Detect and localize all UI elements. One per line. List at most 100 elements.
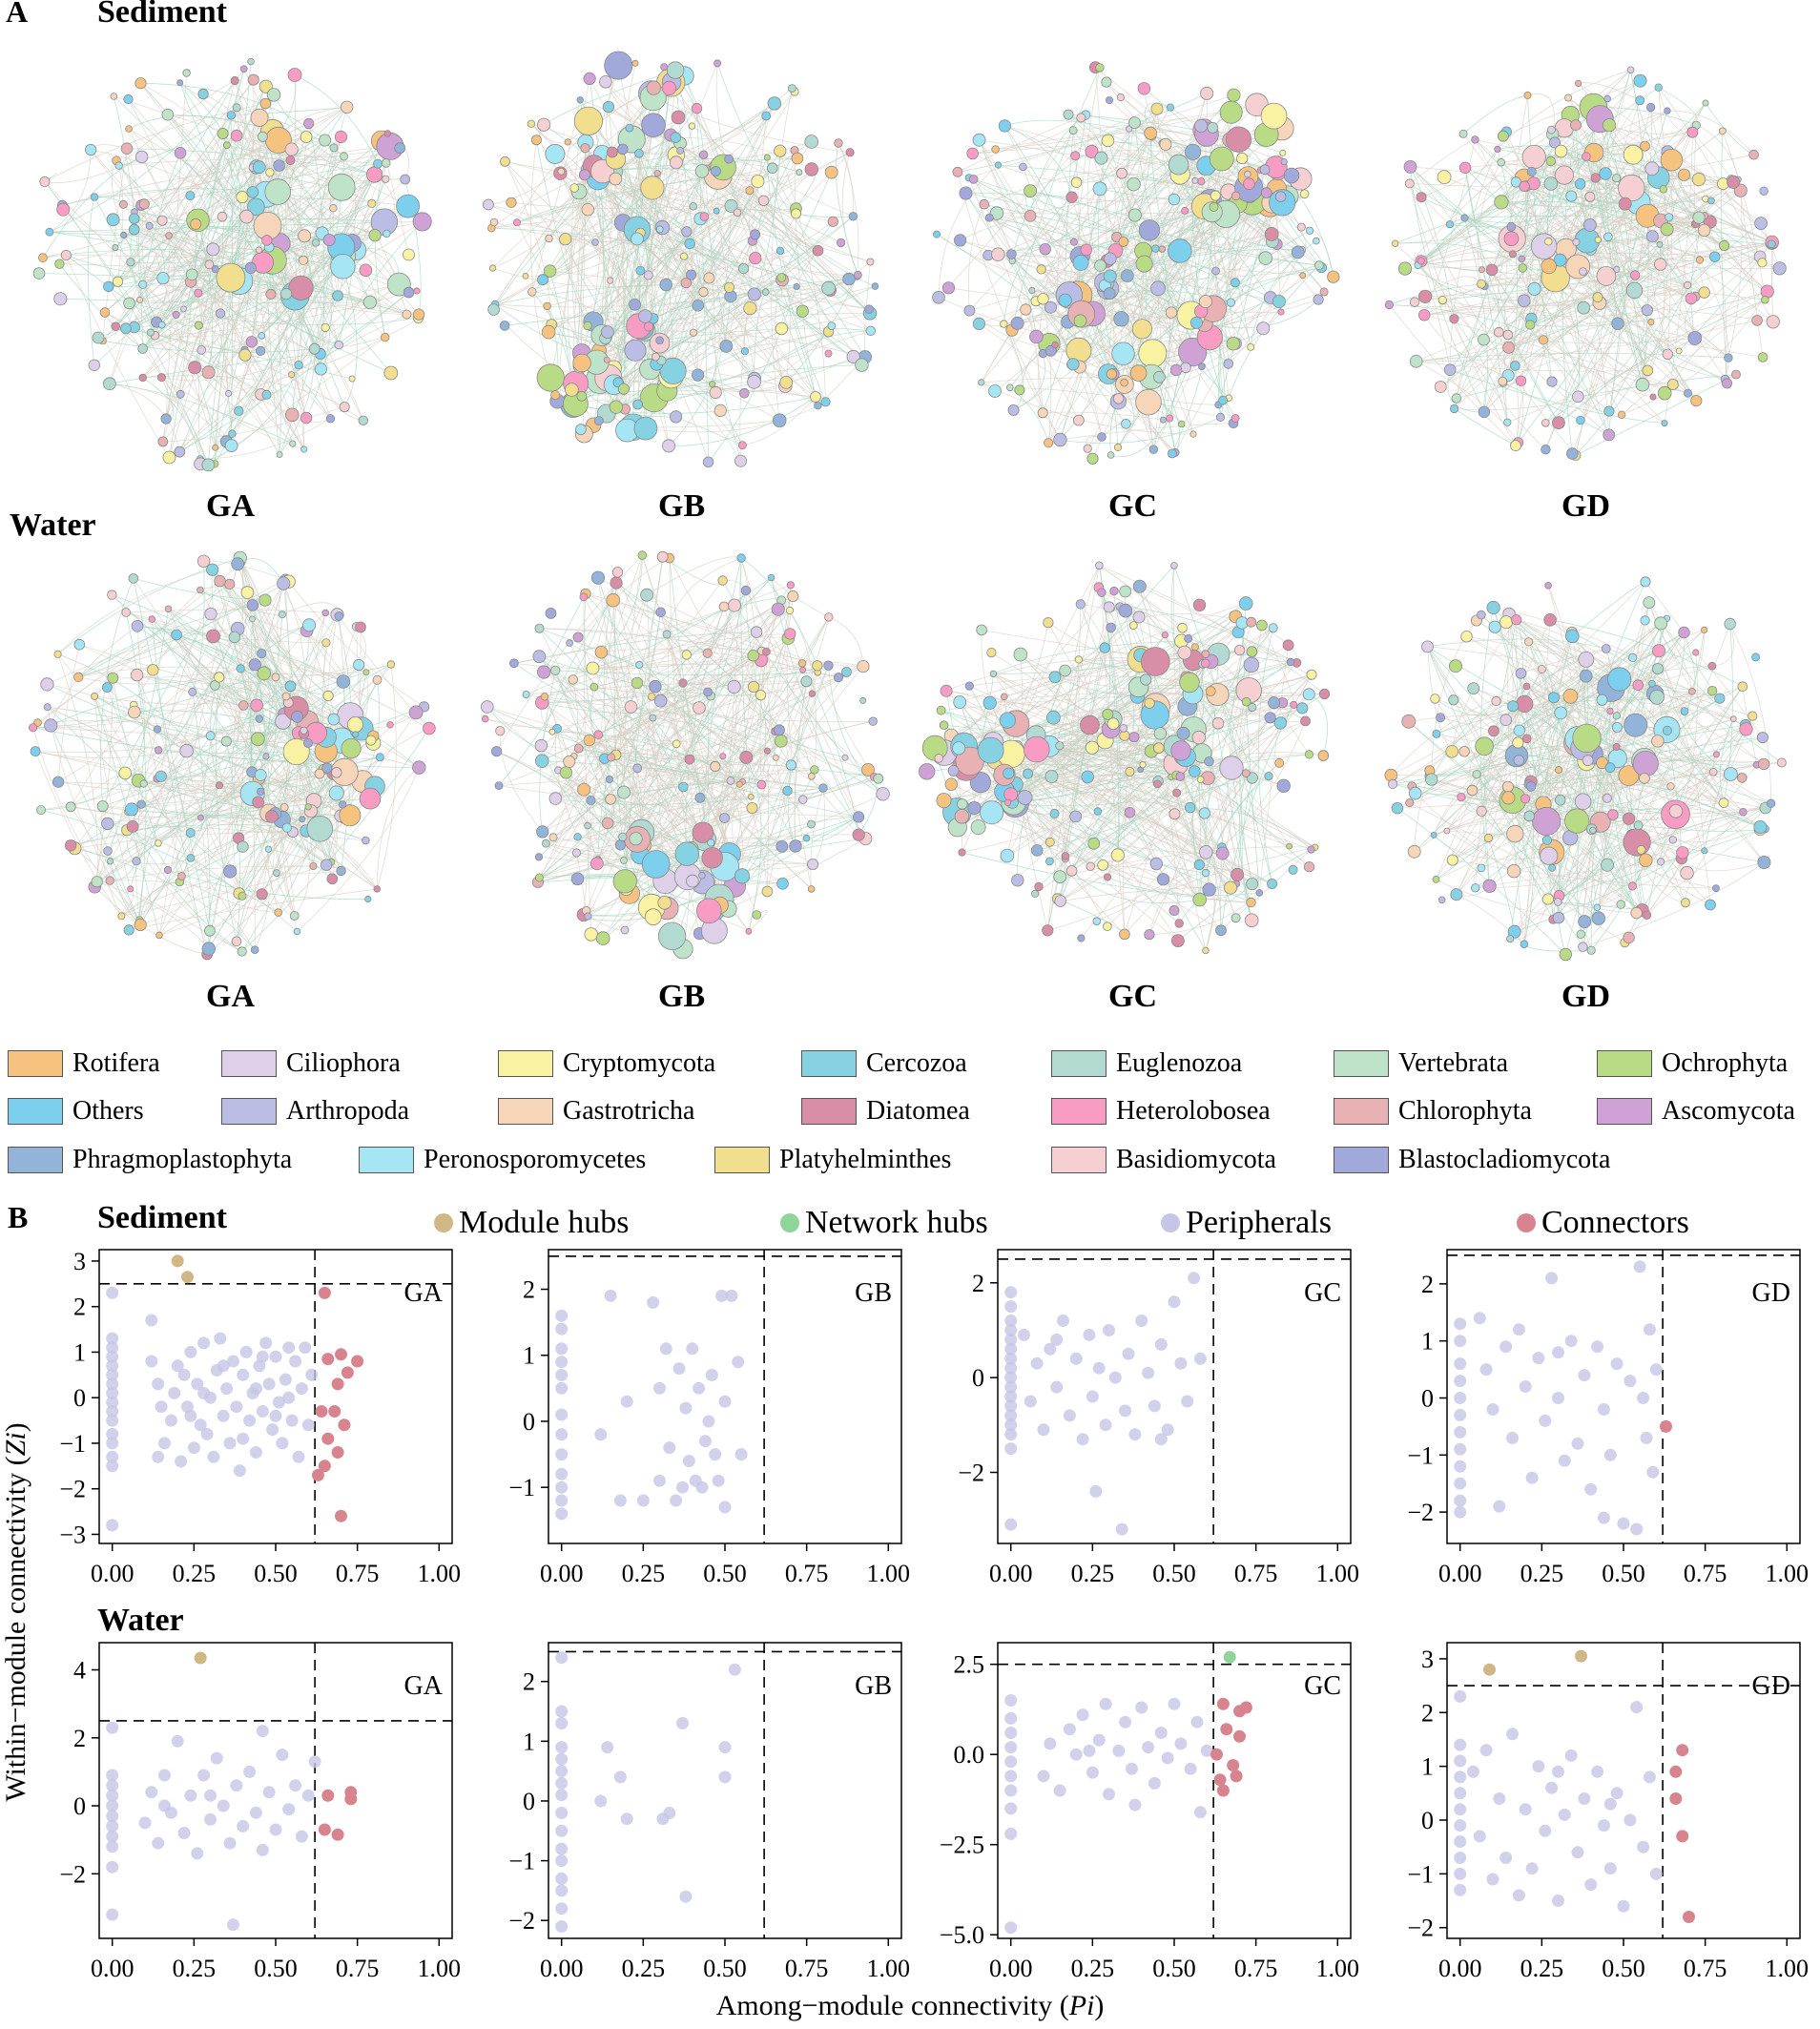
network-node	[348, 375, 356, 383]
network-node	[329, 203, 338, 213]
network-edge	[236, 135, 307, 151]
network-node	[32, 267, 46, 280]
network-edge	[49, 149, 92, 233]
network-node	[60, 249, 72, 260]
network-edge	[697, 141, 813, 376]
network-node	[314, 362, 327, 376]
network-node	[128, 223, 140, 236]
network-node	[256, 345, 266, 356]
network-edge	[765, 276, 858, 298]
network-node	[88, 359, 101, 372]
network-node	[325, 414, 336, 424]
network-edge	[641, 82, 672, 328]
network-edge	[838, 142, 859, 277]
network-edge	[222, 133, 291, 161]
network-edge	[256, 74, 297, 168]
network-node	[212, 444, 219, 451]
network-edge	[574, 187, 744, 269]
network-edge	[234, 80, 305, 450]
network-edge	[780, 172, 833, 279]
network-edge	[273, 94, 375, 176]
network-node	[396, 194, 421, 218]
network-node	[160, 413, 172, 424]
network-node	[247, 197, 265, 217]
network-node	[244, 261, 257, 274]
network-node	[330, 254, 356, 280]
network-edge	[42, 156, 142, 259]
network-node	[188, 361, 202, 375]
network-edge	[109, 195, 191, 384]
network-node	[340, 152, 349, 161]
network-node	[394, 142, 406, 155]
network-node	[112, 276, 124, 287]
network-edge	[179, 82, 321, 370]
network-node	[230, 75, 239, 86]
network-node	[238, 348, 252, 362]
network-node	[196, 345, 207, 355]
network-edge	[62, 188, 253, 206]
network-edge	[49, 231, 170, 237]
network-edge	[90, 149, 331, 420]
network-graph	[32, 57, 432, 472]
network-edge	[671, 250, 818, 377]
network-node	[359, 263, 373, 278]
network-node	[239, 65, 248, 73]
network-edge	[226, 167, 254, 434]
network-edge	[208, 192, 279, 373]
network-edge	[605, 81, 672, 135]
network-node	[157, 321, 166, 329]
network-edge	[123, 235, 391, 374]
network-node	[106, 213, 120, 227]
network-node	[311, 238, 321, 247]
network-edge	[155, 139, 325, 336]
network-edge	[841, 152, 858, 276]
network-node	[156, 373, 166, 383]
network-node	[217, 211, 228, 222]
network-node	[412, 212, 432, 232]
network-edge	[87, 197, 95, 365]
network-graph	[482, 51, 879, 468]
network-node	[259, 79, 273, 93]
network-node	[137, 343, 148, 354]
network-node	[266, 88, 281, 102]
network-node	[247, 73, 259, 86]
network-edge	[215, 256, 344, 448]
network-edge	[128, 98, 210, 265]
network-node	[99, 307, 111, 318]
network-edge	[766, 157, 833, 326]
network-node	[294, 361, 303, 370]
network-node	[190, 217, 202, 230]
network-edge	[617, 280, 783, 383]
network-node	[216, 308, 226, 319]
network-edge	[44, 156, 142, 183]
network-edge	[640, 152, 851, 271]
network-node	[53, 292, 68, 306]
network-node	[334, 130, 348, 144]
network-node	[300, 411, 313, 424]
network-edge	[303, 236, 340, 345]
network-edge	[196, 223, 305, 245]
network-node	[298, 255, 309, 265]
network-node	[402, 309, 412, 320]
network-node	[339, 402, 350, 413]
network-node	[112, 243, 119, 251]
network-node	[230, 129, 243, 142]
network-node	[138, 280, 148, 289]
network-node	[56, 202, 71, 217]
network-edge	[179, 287, 301, 453]
network-node	[261, 235, 273, 246]
network-node	[217, 127, 229, 139]
network-node	[186, 268, 198, 281]
network-edge	[712, 205, 732, 384]
network-edge	[165, 249, 214, 420]
network-node	[288, 275, 314, 300]
network-node	[362, 295, 377, 309]
network-edge	[617, 65, 699, 376]
network-node	[247, 57, 255, 66]
network-node	[135, 296, 143, 303]
network-edge	[194, 367, 217, 465]
network-edge	[611, 152, 773, 169]
network-node	[176, 389, 185, 399]
network-edge	[684, 75, 818, 406]
